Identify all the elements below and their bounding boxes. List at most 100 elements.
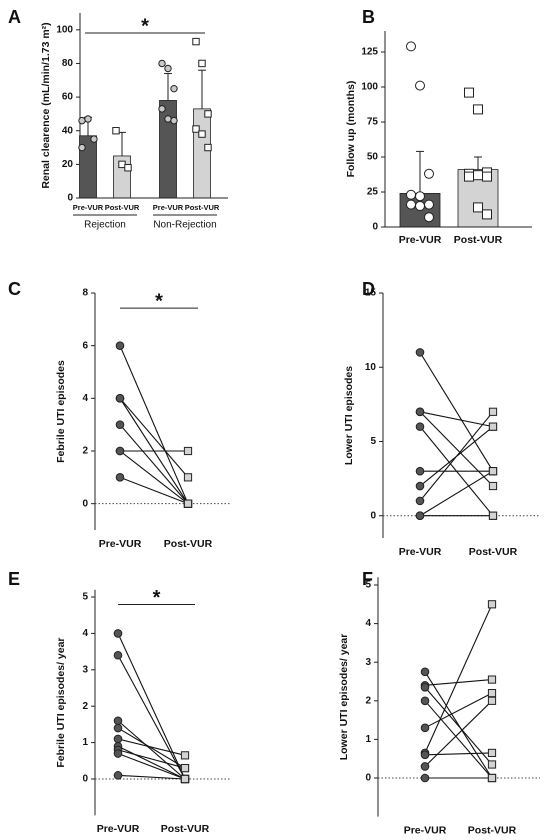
pre-point <box>415 407 425 417</box>
pair-line <box>117 749 186 769</box>
data-point <box>78 143 86 152</box>
pair-line <box>119 476 189 505</box>
pair-line <box>424 604 493 754</box>
significance-label: * <box>141 15 149 37</box>
y-tick-label: 1 <box>82 737 88 748</box>
data-point <box>124 164 132 172</box>
pre-point <box>115 394 125 403</box>
data-point <box>118 160 126 169</box>
y-axis-label: Febrile UTI episodes/ year <box>55 637 67 767</box>
y-tick-label: 0 <box>82 498 88 509</box>
pre-point <box>113 716 123 726</box>
pre-point <box>113 650 123 660</box>
y-tick-label: 75 <box>367 117 379 128</box>
post-point <box>180 774 190 784</box>
data-point <box>473 104 483 115</box>
post-point <box>183 473 193 482</box>
pre-point <box>420 696 430 706</box>
pair-line <box>424 700 493 767</box>
post-point <box>487 600 497 609</box>
x-tick-label: Post-VUR <box>454 234 503 246</box>
pair-line <box>419 411 494 428</box>
y-tick-label: 5 <box>82 592 88 603</box>
data-point <box>192 125 200 133</box>
pre-point <box>115 341 125 350</box>
pair-line <box>424 671 493 779</box>
pre-point <box>420 723 430 733</box>
pre-point <box>415 422 425 431</box>
pre-point <box>115 473 125 482</box>
data-point <box>473 202 483 213</box>
y-tick-label: 50 <box>367 152 379 163</box>
pair-line <box>117 633 186 780</box>
pre-point <box>420 667 430 677</box>
y-tick-label: 1 <box>365 734 371 745</box>
pair-line <box>419 352 494 472</box>
data-point <box>482 209 492 220</box>
y-tick-label: 60 <box>62 92 74 103</box>
post-point <box>180 751 190 760</box>
x-tick-label: Pre-VUR <box>99 538 142 550</box>
panel-letter: F <box>362 569 373 589</box>
x-tick-label: Post-VUR <box>161 823 210 835</box>
y-tick-label: 0 <box>82 774 88 785</box>
pre-point <box>113 749 123 758</box>
x-tick-label: Post-VUR <box>469 546 518 558</box>
pre-point <box>415 348 425 357</box>
pair-line <box>424 692 493 729</box>
y-axis-label: Febrile UTI episodes <box>55 360 67 463</box>
y-tick-label: 5 <box>370 436 376 447</box>
pair-line <box>117 654 186 780</box>
y-tick-label: 5 <box>365 580 371 591</box>
pair-line <box>424 686 493 765</box>
y-tick-label: 40 <box>62 125 74 136</box>
pair-line <box>119 345 189 504</box>
post-point <box>488 481 498 491</box>
post-point <box>487 773 497 783</box>
data-point <box>158 59 166 68</box>
data-point <box>406 199 416 210</box>
data-point <box>415 80 425 91</box>
data-point <box>204 110 212 118</box>
pre-point <box>415 496 425 506</box>
y-axis-label: Follow up (months) <box>345 81 357 178</box>
y-tick-label: 0 <box>67 193 73 204</box>
y-tick-label: 6 <box>82 340 88 351</box>
y-axis-label: Lower UTI episodes <box>343 366 355 465</box>
post-point <box>487 696 497 705</box>
post-point <box>183 499 193 508</box>
pre-point <box>115 420 125 429</box>
data-point <box>198 59 206 68</box>
data-point <box>192 37 200 46</box>
data-point <box>90 135 98 143</box>
data-point <box>84 115 92 123</box>
y-tick-label: 100 <box>361 82 378 93</box>
pre-point <box>420 773 430 783</box>
y-tick-label: 2 <box>82 446 88 457</box>
y-tick-label: 25 <box>367 187 379 198</box>
data-point <box>164 115 172 123</box>
y-tick-label: 8 <box>82 288 88 299</box>
y-tick-label: 100 <box>56 24 73 35</box>
post-point <box>487 688 497 698</box>
y-tick-label: 3 <box>82 664 88 675</box>
pair-line <box>119 424 189 505</box>
pair-line <box>119 450 189 505</box>
pre-point <box>113 734 123 744</box>
data-point <box>198 130 206 138</box>
group-label: Rejection <box>84 220 126 231</box>
data-point <box>170 116 178 125</box>
x-tick-label: Pre-VUR <box>399 234 442 246</box>
x-tick-label: Pre-VUR <box>97 823 140 835</box>
pair-line <box>424 679 493 686</box>
significance-label: * <box>155 290 163 312</box>
pair-line <box>117 727 186 769</box>
x-tick-label: Post-VUR <box>468 824 517 836</box>
data-point <box>424 199 434 210</box>
y-tick-label: 0 <box>370 510 376 521</box>
post-point <box>488 407 498 416</box>
y-tick-label: 2 <box>365 695 371 706</box>
x-tick-label: Pre-VUR <box>73 203 104 212</box>
post-point <box>183 446 193 456</box>
pair-line <box>117 738 186 756</box>
